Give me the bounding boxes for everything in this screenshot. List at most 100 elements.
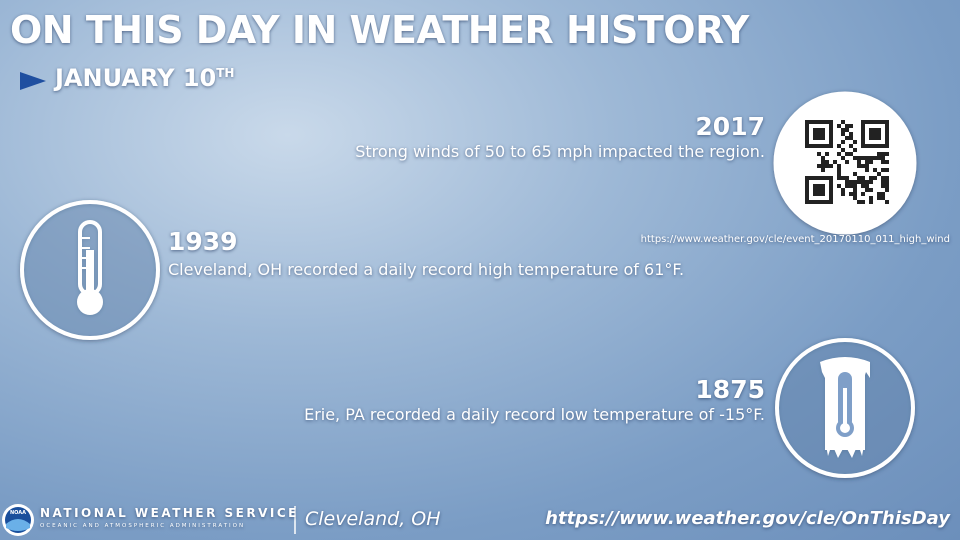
qr-module	[829, 164, 833, 168]
qr-module	[865, 188, 869, 192]
qr-module	[853, 140, 857, 144]
qr-module	[853, 184, 857, 188]
noaa-logo-text: NOAA	[10, 510, 26, 516]
qr-module	[841, 120, 845, 124]
qr-module	[861, 176, 865, 180]
qr-module	[865, 184, 869, 188]
qr-module	[825, 164, 829, 168]
qr-module	[877, 196, 881, 200]
qr-module	[885, 152, 889, 156]
qr-module	[857, 156, 861, 160]
qr-module	[841, 148, 845, 152]
qr-module	[873, 176, 877, 180]
qr-module	[865, 168, 869, 172]
subagency: OCEANIC AND ATMOSPHERIC ADMINISTRATION	[40, 523, 246, 529]
qr-module	[853, 156, 857, 160]
qr-module	[881, 160, 885, 164]
qr-module	[869, 176, 873, 180]
title: ON THIS DAY IN WEATHER HISTORY	[10, 8, 749, 52]
date-suffix: TH	[216, 66, 235, 80]
qr-module	[837, 124, 841, 128]
qr-module	[849, 180, 853, 184]
qr-module	[845, 184, 849, 188]
qr-module	[845, 160, 849, 164]
qr-module	[869, 188, 873, 192]
qr-module	[849, 144, 853, 148]
qr-module	[869, 180, 873, 184]
date: JANUARY 10TH	[55, 64, 234, 92]
qr-module	[857, 164, 861, 168]
qr-module	[853, 188, 857, 192]
qr-module	[849, 124, 853, 128]
qr-module	[861, 184, 865, 188]
qr-module	[841, 156, 845, 160]
qr-module	[845, 180, 849, 184]
qr-module	[885, 180, 889, 184]
date-text: JANUARY 10	[55, 64, 217, 92]
qr-code	[805, 120, 889, 204]
qr-module	[845, 136, 849, 140]
qr-module	[849, 192, 853, 196]
qr-module	[865, 160, 869, 164]
qr-module	[837, 164, 841, 168]
office: Cleveland, OH	[305, 508, 441, 530]
event-link[interactable]: https://www.weather.gov/cle/event_201701…	[640, 234, 950, 245]
qr-module	[817, 164, 821, 168]
qr-module	[841, 188, 845, 192]
qr-module	[881, 192, 885, 196]
qr-module	[881, 156, 885, 160]
qr-module	[837, 152, 841, 156]
qr-module	[841, 176, 845, 180]
qr-module	[861, 156, 865, 160]
qr-module	[821, 160, 825, 164]
thermometer-icon	[20, 200, 160, 340]
qr-module	[885, 188, 889, 192]
qr-module	[821, 156, 825, 160]
qr-module	[861, 180, 865, 184]
qr-module	[885, 160, 889, 164]
qr-module	[881, 184, 885, 188]
event-description: Cleveland, OH recorded a daily record hi…	[168, 260, 685, 279]
qr-module	[885, 168, 889, 172]
qr-module	[825, 152, 829, 156]
qr-module	[857, 180, 861, 184]
frozen-thermometer-icon	[775, 338, 915, 478]
qr-module	[837, 176, 841, 180]
qr-module	[853, 180, 857, 184]
event-description: Erie, PA recorded a daily record low tem…	[304, 405, 765, 424]
arrow-icon	[20, 72, 46, 90]
qr-module	[841, 128, 845, 132]
qr-module	[857, 176, 861, 180]
qr-module	[885, 184, 889, 188]
qr-module	[885, 176, 889, 180]
qr-module	[845, 128, 849, 132]
qr-module	[845, 124, 849, 128]
qr-module	[833, 160, 837, 164]
qr-module	[813, 184, 825, 196]
qr-module	[861, 200, 865, 204]
qr-module	[817, 152, 821, 156]
qr-module	[869, 156, 873, 160]
qr-module	[877, 172, 881, 176]
qr-module	[837, 184, 841, 188]
qr-module	[841, 192, 845, 196]
qr-module	[881, 196, 885, 200]
qr-module	[881, 152, 885, 156]
qr-module	[841, 140, 845, 144]
qr-module	[853, 148, 857, 152]
qr-module	[861, 192, 865, 196]
qr-module	[857, 160, 861, 164]
qr-module	[865, 156, 869, 160]
qr-module	[853, 192, 857, 196]
qr-module	[873, 156, 877, 160]
qr-module	[869, 128, 881, 140]
event-year: 1939	[168, 227, 238, 256]
event-year: 2017	[695, 112, 765, 141]
footer-url[interactable]: https://www.weather.gov/cle/OnThisDay	[545, 508, 950, 529]
qr-module	[821, 168, 825, 172]
qr-module	[825, 160, 829, 164]
qr-module	[877, 192, 881, 196]
qr-module	[849, 184, 853, 188]
